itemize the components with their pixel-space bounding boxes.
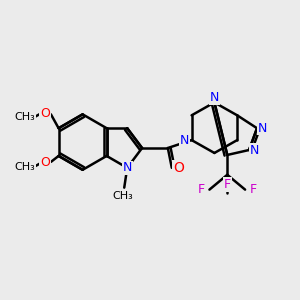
Text: O: O xyxy=(40,107,50,120)
Text: F: F xyxy=(250,183,256,196)
Text: CH₃: CH₃ xyxy=(112,190,133,201)
Text: O: O xyxy=(40,156,50,170)
Text: N: N xyxy=(249,143,259,157)
Text: CH₃: CH₃ xyxy=(15,162,35,172)
Text: O: O xyxy=(173,161,184,175)
Text: F: F xyxy=(198,183,205,196)
Text: CH₃: CH₃ xyxy=(15,112,35,122)
Text: N: N xyxy=(257,122,267,135)
Text: N: N xyxy=(210,91,219,104)
Text: N: N xyxy=(122,161,132,174)
Text: N: N xyxy=(180,134,189,147)
Text: F: F xyxy=(224,178,231,191)
